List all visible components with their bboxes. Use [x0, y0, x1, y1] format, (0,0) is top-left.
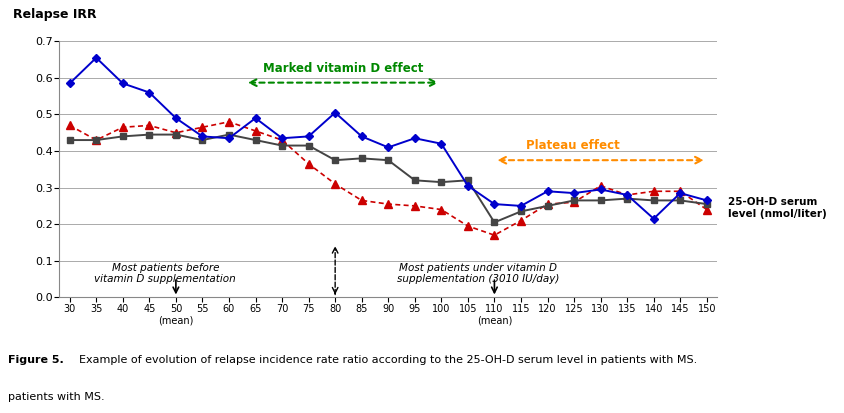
Text: Example of evolution of relapse incidence rate ratio according to the 25-OH-D se: Example of evolution of relapse incidenc… [72, 355, 697, 365]
Text: Figure 5.: Figure 5. [8, 355, 64, 365]
Text: Plateau effect: Plateau effect [527, 139, 620, 152]
Text: Marked vitamin D effect: Marked vitamin D effect [263, 62, 424, 75]
Text: Most patients under vitamin D
supplementation (3010 IU/day): Most patients under vitamin D supplement… [398, 263, 560, 284]
Text: 25-OH-D serum
level (nmol/liter): 25-OH-D serum level (nmol/liter) [728, 197, 827, 218]
Text: Most patients before
vitamin D supplementation: Most patients before vitamin D supplemen… [95, 263, 236, 284]
Text: Relapse IRR: Relapse IRR [13, 8, 96, 21]
Text: patients with MS.: patients with MS. [8, 392, 105, 402]
